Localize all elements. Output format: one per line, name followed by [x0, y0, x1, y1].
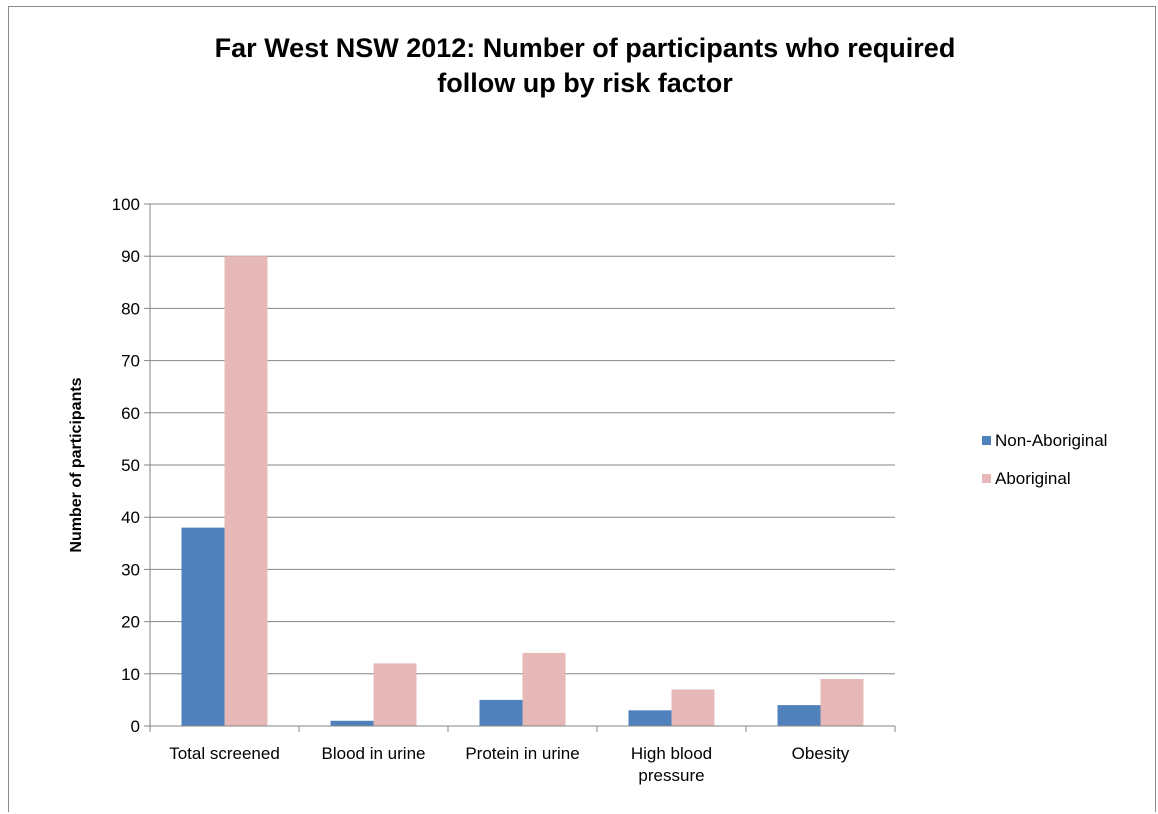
bar-non-aboriginal — [628, 710, 672, 726]
y-tick-label: 50 — [121, 456, 140, 475]
axes — [144, 203, 896, 732]
y-tick-label: 40 — [121, 508, 140, 527]
chart-title-line-1: Far West NSW 2012: Number of participant… — [215, 33, 956, 63]
bar-aboriginal — [671, 689, 715, 726]
x-tick-label: pressure — [638, 766, 704, 785]
y-axis-label: Number of participants — [68, 377, 85, 552]
chart-title: Far West NSW 2012: Number of participant… — [215, 33, 956, 98]
bar-aboriginal — [224, 256, 268, 726]
bar-aboriginal — [373, 663, 417, 726]
x-tick-label: Obesity — [792, 744, 850, 763]
legend-swatch — [982, 436, 991, 445]
bar-aboriginal — [522, 652, 566, 726]
x-tick-label: Total screened — [169, 744, 280, 763]
chart-frame — [8, 6, 1156, 812]
y-tick-label: 20 — [121, 613, 140, 632]
legend-swatch — [982, 474, 991, 483]
bar-non-aboriginal — [330, 720, 374, 726]
bars — [181, 256, 864, 726]
bar-non-aboriginal — [181, 527, 225, 726]
y-tick-label: 80 — [121, 299, 140, 318]
x-tick-labels: Total screened Blood in urine Protein in u… — [169, 744, 850, 785]
legend: Non-Aboriginal Aboriginal — [982, 431, 1107, 488]
y-tick-label: 30 — [121, 560, 140, 579]
y-tick-label: 60 — [121, 404, 140, 423]
y-tick-label: 10 — [121, 665, 140, 684]
y-tick-label: 100 — [112, 195, 140, 214]
y-tick-labels: 0 10 20 30 40 50 60 70 80 90 100 — [112, 195, 140, 736]
bar-aboriginal — [820, 679, 864, 726]
y-tick-label: 70 — [121, 352, 140, 371]
chart-title-line-2: follow up by risk factor — [437, 68, 733, 98]
gridlines — [150, 203, 895, 675]
x-tick-label: High blood — [631, 744, 712, 763]
x-tick-label: Protein in urine — [465, 744, 579, 763]
y-tick-label: 0 — [131, 717, 140, 736]
legend-label: Aboriginal — [995, 469, 1071, 488]
x-tick-label: Blood in urine — [322, 744, 426, 763]
legend-label: Non-Aboriginal — [995, 431, 1107, 450]
bar-non-aboriginal — [777, 705, 821, 726]
y-tick-label: 90 — [121, 247, 140, 266]
bar-non-aboriginal — [479, 699, 523, 726]
